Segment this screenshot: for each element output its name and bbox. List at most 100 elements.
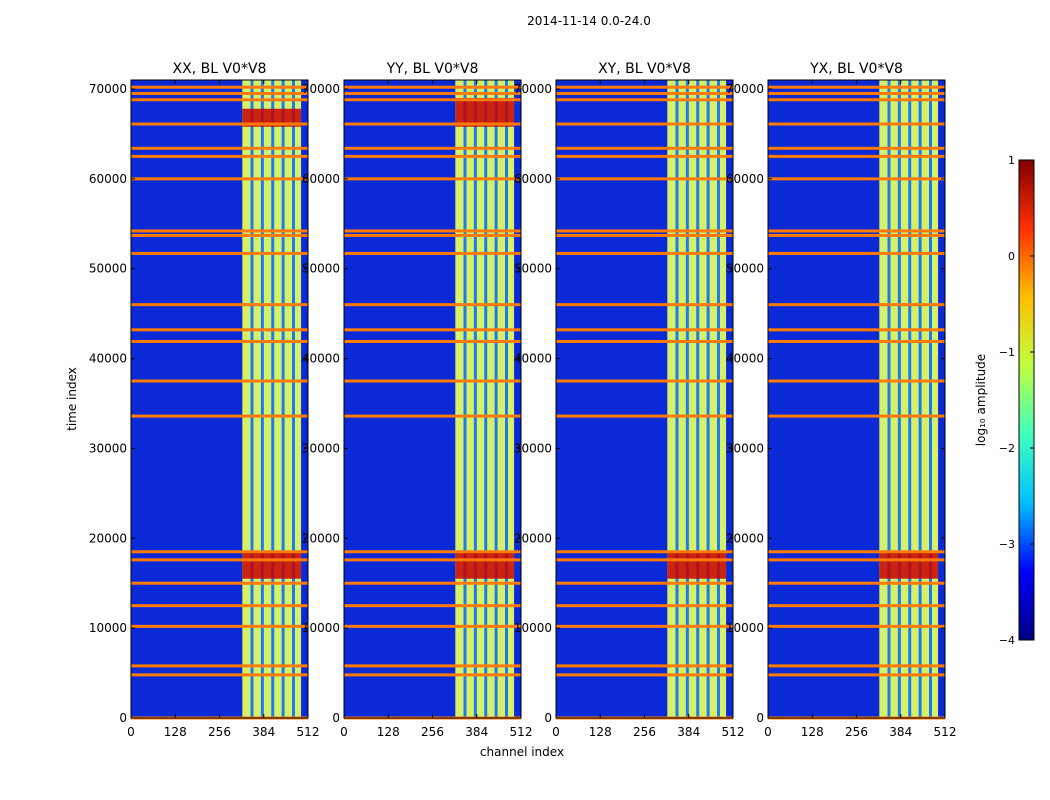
band-gap-line: [918, 80, 922, 718]
y-tick-label: 70000: [302, 82, 340, 96]
flagged-row: [768, 379, 945, 383]
hot-region: [242, 108, 302, 127]
hot-region: [455, 97, 515, 127]
flagged-row: [768, 85, 945, 89]
x-tick-label: 0: [127, 725, 135, 739]
x-tick-label: 512: [722, 725, 745, 739]
flagged-row: [556, 558, 733, 562]
flagged-row: [768, 177, 945, 181]
flagged-row: [131, 229, 308, 233]
y-tick-label: 50000: [726, 262, 764, 276]
figure-title: 2014-11-14 0.0-24.0: [527, 14, 651, 28]
y-tick-label: 60000: [302, 172, 340, 186]
colorbar-gradient: [1018, 159, 1035, 641]
band-gap-line: [463, 80, 467, 718]
colorbar-tick-label: −3: [999, 538, 1015, 551]
flagged-row: [344, 328, 521, 332]
y-tick-label: 20000: [726, 531, 764, 545]
flagged-row: [344, 229, 521, 233]
x-tick-label: 384: [252, 725, 275, 739]
x-tick-label: 128: [589, 725, 612, 739]
flagged-row: [768, 339, 945, 343]
colorbar-tick-label: −2: [999, 442, 1015, 455]
x-tick-label: 256: [208, 725, 231, 739]
flagged-row: [556, 154, 733, 158]
flagged-row: [344, 85, 521, 89]
flagged-row: [768, 604, 945, 608]
flagged-row: [556, 624, 733, 628]
band-gap-line: [291, 80, 295, 718]
y-tick-label: 40000: [514, 352, 552, 366]
flagged-row: [131, 604, 308, 608]
x-tick-label: 256: [421, 725, 444, 739]
band-gap-line: [473, 80, 477, 718]
flagged-row: [556, 673, 733, 677]
band-gap-line: [908, 80, 912, 718]
y-tick-label: 0: [119, 711, 127, 725]
y-tick-label: 40000: [726, 352, 764, 366]
y-tick-label: 30000: [726, 441, 764, 455]
y-tick-label: 50000: [89, 262, 127, 276]
x-tick-label: 256: [845, 725, 868, 739]
panel-title: YX, BL V0*V8: [809, 61, 903, 77]
flagged-row: [768, 624, 945, 628]
heatmap-panel-2: YY, BL V0*V8 0 128 256 384 512 0 10000 20000 3000…: [302, 61, 564, 759]
x-tick-label: 0: [340, 725, 348, 739]
flagged-row: [344, 154, 521, 158]
y-tick-label: 30000: [302, 441, 340, 455]
x-tick-label: 512: [297, 725, 320, 739]
heatmap-panel-4: YX, BL V0*V8 0 128 256 384 512 0 10000 20000 3000…: [726, 61, 957, 739]
flagged-row: [344, 581, 521, 585]
flagged-row: [768, 122, 945, 126]
x-tick-label: 256: [633, 725, 656, 739]
flagged-row: [344, 550, 521, 554]
flagged-row: [344, 604, 521, 608]
y-axis-label: time index: [65, 367, 79, 431]
flagged-row: [556, 91, 733, 95]
flagged-row: [768, 91, 945, 95]
hot-region: [667, 552, 727, 579]
flagged-row: [556, 233, 733, 237]
y-tick-label: 50000: [514, 262, 552, 276]
panel-title: XX, BL V0*V8: [173, 61, 267, 77]
flagged-row: [131, 550, 308, 554]
flagged-row: [131, 98, 308, 102]
x-axis-label: channel index: [480, 745, 564, 759]
band-gap-line: [484, 80, 488, 718]
flagged-row: [344, 233, 521, 237]
y-tick-label: 50000: [302, 262, 340, 276]
band-gap-line: [250, 80, 254, 718]
x-tick-label: 512: [510, 725, 533, 739]
flagged-row: [131, 85, 308, 89]
flagged-row: [344, 251, 521, 255]
y-tick-label: 60000: [726, 172, 764, 186]
colorbar-tick-label: 0: [1008, 250, 1015, 263]
flagged-row: [131, 146, 308, 150]
band-gap-line: [887, 80, 891, 718]
flagged-row: [344, 177, 521, 181]
x-tick-label: 512: [934, 725, 957, 739]
flagged-row: [131, 91, 308, 95]
band-gap-line: [706, 80, 710, 718]
flagged-row: [344, 303, 521, 307]
hot-region: [242, 552, 302, 579]
flagged-row: [768, 146, 945, 150]
y-tick-label: 0: [332, 711, 340, 725]
y-tick-label: 0: [756, 711, 764, 725]
band-gap-line: [494, 80, 498, 718]
colorbar-tick-label: −4: [999, 634, 1015, 647]
colorbar-tick-label: −1: [999, 346, 1015, 359]
y-tick-label: 10000: [302, 621, 340, 635]
flagged-row: [344, 91, 521, 95]
flagged-row: [344, 98, 521, 102]
flagged-row: [131, 624, 308, 628]
flagged-row: [556, 328, 733, 332]
x-tick-label: 128: [801, 725, 824, 739]
flagged-row: [768, 664, 945, 668]
band-gap-line: [675, 80, 679, 718]
flagged-row: [131, 122, 308, 126]
band-gap-line: [716, 80, 720, 718]
flagged-row: [131, 177, 308, 181]
flagged-row: [556, 414, 733, 418]
flagged-row: [131, 558, 308, 562]
